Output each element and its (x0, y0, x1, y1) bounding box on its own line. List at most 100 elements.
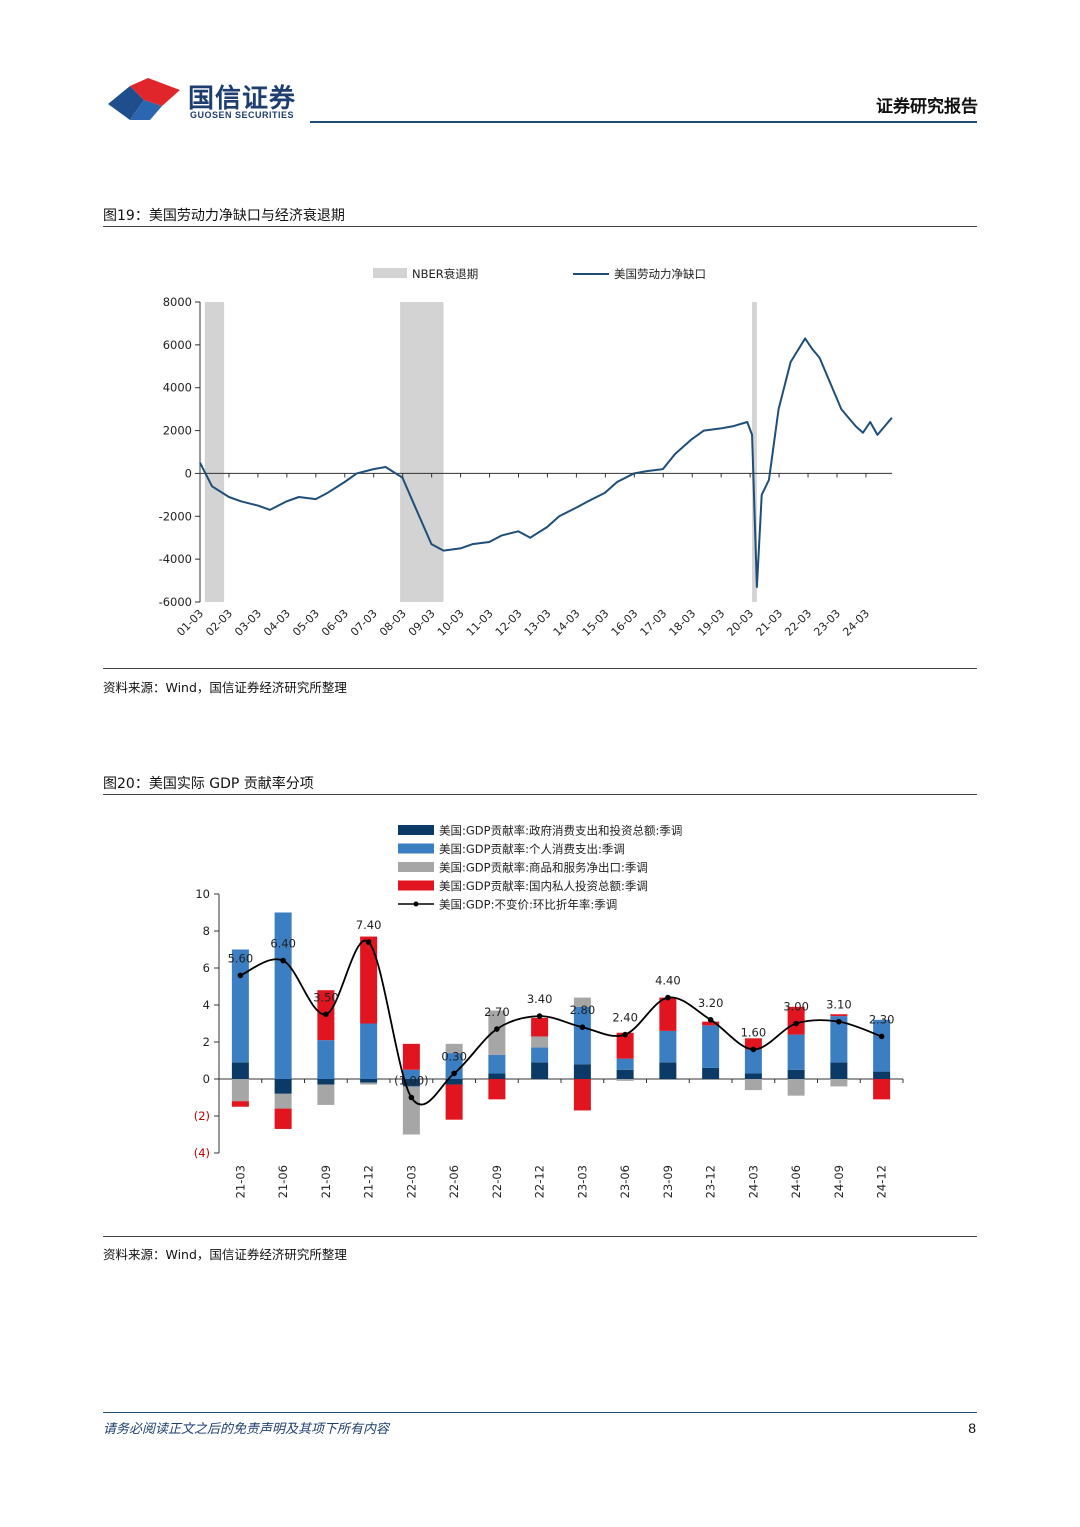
bar-segment-s2-c3 (360, 1082, 378, 1085)
bar-segment-s1-c4 (402, 1069, 420, 1079)
bar-segment-s3-c14 (830, 1014, 848, 1017)
header-rule (310, 121, 977, 123)
bar-segment-s0-c11 (702, 1067, 720, 1079)
bar-segment-s3-c3 (360, 936, 378, 1024)
recession-band-1 (400, 302, 444, 602)
legend-swatch-3 (398, 880, 434, 891)
gdp-data-label: 6.40 (270, 937, 296, 951)
bar-segment-s0-c7 (531, 1062, 549, 1079)
bar-segment-s0-c6 (488, 1073, 506, 1079)
bar-segment-s2-c2 (317, 1084, 335, 1105)
bar-segment-s2-c1 (274, 1093, 292, 1109)
figure-19-source: 资料来源：Wind，国信证券经济研究所整理 (103, 680, 347, 695)
gdp-point-5 (451, 1070, 457, 1077)
legend-label-1: 美国:GDP贡献率:个人消费支出:季调 (439, 842, 625, 856)
gdp-data-label: 2.30 (869, 1012, 895, 1026)
bar-segment-s0-c3 (360, 1079, 378, 1083)
gdp-data-label: 0.30 (441, 1049, 467, 1063)
bar-segment-s2-c0 (231, 1079, 249, 1102)
bar-segment-s3-c8 (573, 1079, 591, 1111)
figure-19-top-rule (103, 226, 977, 227)
bar-segment-s0-c8 (573, 1064, 591, 1079)
x-tick-label: 23-03 (811, 607, 843, 639)
bar-segment-s2-c12 (744, 1079, 762, 1091)
bar-segment-s1-c5 (445, 1053, 463, 1079)
bar-segment-s0-c10 (659, 1062, 677, 1079)
bar-segment-s0-c4 (402, 1079, 420, 1087)
gdp-data-label: 2.40 (612, 1011, 638, 1025)
legend-swatch-recession (373, 268, 407, 278)
x-tick-label: 24-09 (832, 1165, 846, 1198)
x-tick-label: 24-06 (789, 1165, 803, 1198)
gdp-point-0 (237, 972, 244, 979)
bar-segment-s2-c9 (616, 1079, 634, 1081)
gdp-data-label: 2.70 (484, 1005, 510, 1019)
gdp-data-label: 7.40 (356, 918, 382, 932)
x-tick-label: 09-03 (406, 607, 438, 639)
x-tick-label: 13-03 (522, 607, 554, 639)
labor-gap-chart: NBER衰退期 美国劳动力净缺口 01-0302-0303-0304-0305-… (159, 267, 893, 639)
y-tick-label: 8000 (163, 295, 192, 309)
y-tick-label: 0 (203, 1072, 210, 1086)
figure-20-top-rule (103, 794, 977, 795)
legend-label-3: 美国:GDP贡献率:国内私人投资总额:季调 (439, 879, 648, 893)
x-tick-label: 16-03 (609, 607, 641, 639)
x-tick-label: 21-12 (362, 1165, 376, 1198)
gdp-point-14 (836, 1018, 842, 1025)
legend-swatch-0 (398, 825, 434, 835)
legend-label-2: 美国:GDP贡献率:商品和服务净出口:季调 (439, 861, 648, 875)
bar-segment-s3-c5 (445, 1084, 463, 1120)
logo-name-en: GUOSEN SECURITIES (190, 110, 295, 120)
x-tick-label: 23-06 (618, 1165, 632, 1198)
x-tick-label: 24-03 (746, 1165, 760, 1198)
gdp-point-11 (707, 1017, 714, 1023)
y-tick-label: -2000 (159, 509, 192, 523)
x-tick-label: 10-03 (435, 607, 467, 639)
x-tick-label: 03-03 (232, 607, 264, 639)
page-number: 8 (968, 1420, 976, 1436)
gdp-point-1 (280, 957, 286, 964)
bar-segment-s1-c2 (317, 1040, 335, 1079)
gdp-data-label: 3.50 (313, 990, 339, 1004)
y-tick-label: -4000 (159, 552, 192, 566)
x-tick-label: 21-09 (319, 1165, 333, 1198)
bar-segment-s1-c9 (616, 1058, 634, 1070)
x-tick-label: 11-03 (464, 607, 496, 639)
x-tick-label: 08-03 (377, 607, 409, 639)
x-tick-label: 22-09 (490, 1165, 504, 1198)
y-tick-label: 4000 (163, 381, 192, 395)
recession-band-0 (204, 302, 225, 602)
x-tick-label: 23-09 (661, 1165, 675, 1198)
gdp-point-3 (365, 939, 372, 945)
x-tick-label: 21-03 (233, 1165, 247, 1198)
x-tick-label: 24-03 (840, 607, 872, 639)
x-tick-label: 19-03 (695, 607, 727, 639)
bar-segment-s1-c11 (702, 1025, 720, 1068)
bar-segment-s0-c1 (274, 1079, 292, 1094)
chart1-legend: NBER衰退期 美国劳动力净缺口 (373, 267, 706, 281)
x-tick-label: 23-12 (704, 1165, 718, 1198)
y-tick-label: 0 (185, 466, 192, 480)
bar-segment-s3-c0 (231, 1101, 249, 1107)
bar-segment-s1-c0 (231, 949, 249, 1063)
gdp-point-13 (793, 1020, 799, 1027)
gdp-data-label: (1.00) (394, 1074, 429, 1088)
x-tick-label: 07-03 (348, 607, 380, 639)
bar-segment-s1-c15 (873, 1019, 891, 1072)
footer-rule (103, 1412, 977, 1413)
legend-label-line: 美国劳动力净缺口 (614, 267, 706, 281)
legend-swatch-2 (398, 862, 434, 872)
bar-segment-s1-c1 (274, 912, 292, 1079)
gdp-data-label: 4.40 (655, 974, 681, 988)
bar-segment-s1-c8 (573, 1006, 591, 1065)
bar-segment-s0-c13 (787, 1069, 805, 1079)
logo-name-cn: 国信证券 (188, 84, 297, 114)
gdp-data-label: 3.40 (527, 992, 553, 1006)
bar-segment-s2-c8 (573, 997, 591, 1007)
bar-segment-s3-c1 (274, 1108, 292, 1129)
y-tick-label: 4 (203, 998, 210, 1012)
x-tick-label: 22-03 (404, 1165, 418, 1198)
bar-segment-s0-c0 (231, 1062, 249, 1079)
bar-segment-s0-c2 (317, 1079, 335, 1085)
legend-label-0: 美国:GDP贡献率:政府消费支出和投资总额:季调 (439, 824, 682, 838)
